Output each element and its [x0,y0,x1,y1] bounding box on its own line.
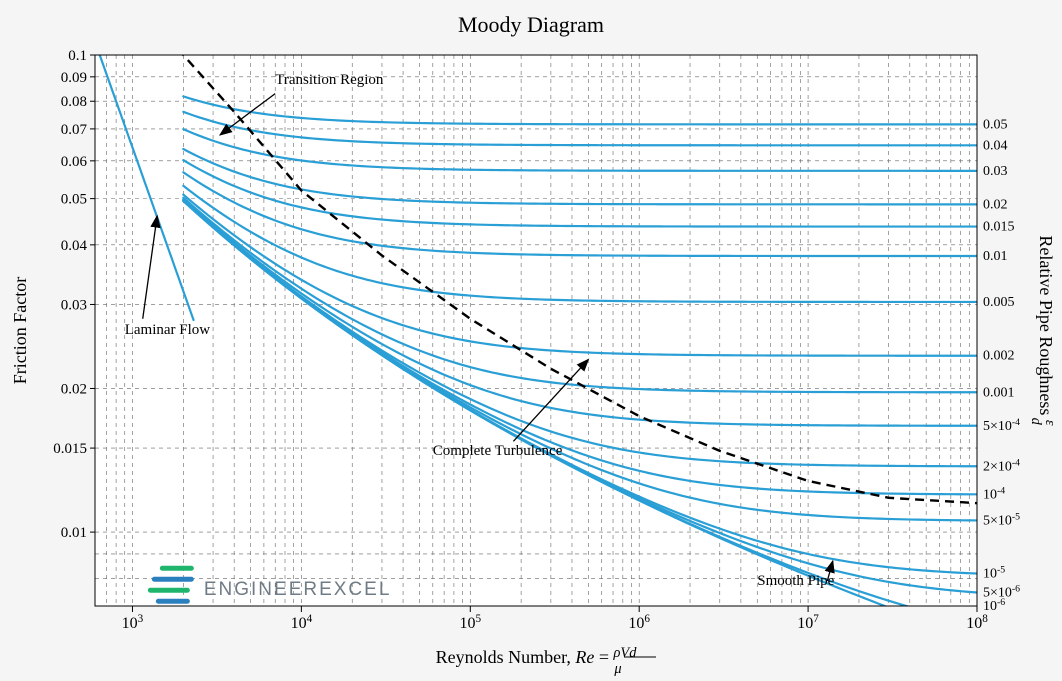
roughness-label: 0.001 [983,385,1015,400]
y-tick-label: 0.06 [61,154,88,170]
roughness-label: 0.002 [983,349,1015,364]
roughness-label: 0.05 [983,117,1008,132]
roughness-label: 0.015 [983,220,1015,235]
annotation-laminar: Laminar Flow [125,322,211,338]
roughness-label: 0.04 [983,138,1008,153]
y-tick-label: 0.015 [53,441,87,457]
y-tick-label: 0.1 [68,48,87,64]
y-tick-label: 0.05 [61,192,87,208]
y-tick-label: 0.08 [61,94,87,110]
y-axis-label: Friction Factor [10,277,30,384]
roughness-label: 0.005 [983,295,1015,310]
y-tick-label: 0.09 [61,70,87,86]
y-tick-label: 0.04 [61,238,88,254]
annotation-smooth: Smooth Pipe [757,573,834,589]
roughness-label: 0.01 [983,249,1008,264]
y-tick-label: 0.02 [61,381,87,397]
roughness-label: 0.03 [983,164,1008,179]
annotation-turbulence: Complete Turbulence [433,443,563,459]
chart-title: Moody Diagram [458,12,604,37]
roughness-label: 0.02 [983,197,1008,212]
y-tick-label: 0.01 [61,525,87,541]
annotation-transition: Transition Region [275,72,384,88]
logo-text: ENGINEEREXCEL [204,579,392,600]
y-tick-label: 0.07 [61,122,88,138]
y-tick-label: 0.03 [61,297,87,313]
